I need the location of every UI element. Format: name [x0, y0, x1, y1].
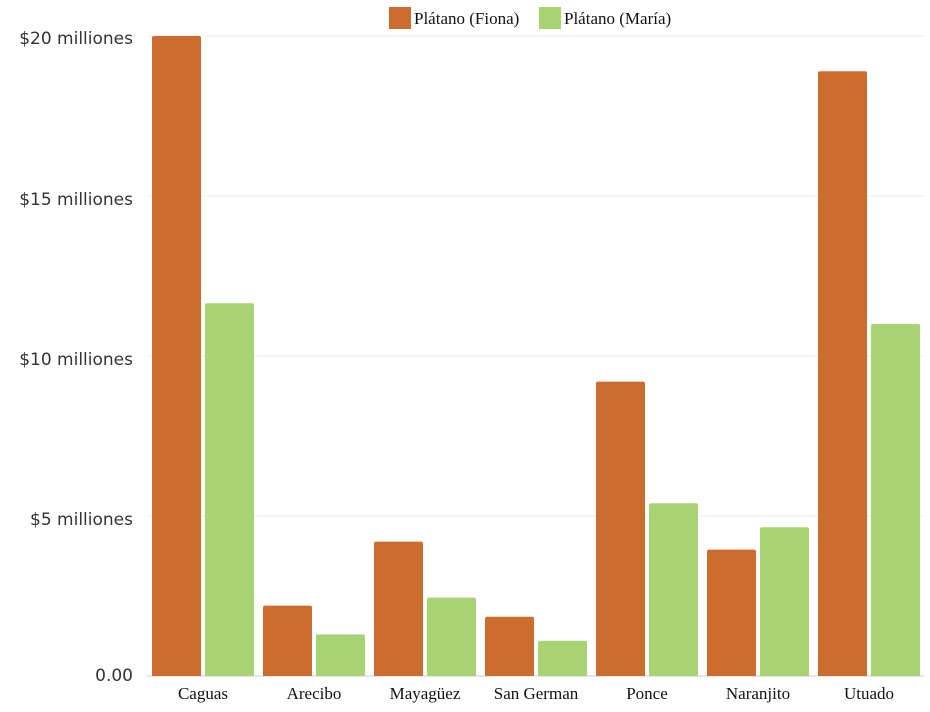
x-tick-label: Naranjito [726, 684, 790, 703]
bar-fiona [818, 71, 867, 676]
bar-fiona [152, 36, 201, 676]
bar-maria [871, 324, 920, 676]
legend-label: Plátano (María) [564, 9, 671, 28]
y-tick-label: $20 milliones [19, 29, 133, 49]
x-tick-label: Utuado [844, 684, 894, 703]
bar-maria [427, 597, 476, 676]
bar-fiona [596, 381, 645, 676]
y-tick-label: $15 milliones [19, 190, 133, 210]
legend-label: Plátano (Fiona) [414, 9, 519, 28]
bar-fiona [707, 549, 756, 676]
bar-maria [316, 634, 365, 676]
x-tick-label: Mayagüez [390, 684, 461, 703]
bar-fiona [485, 616, 534, 676]
legend-swatch [389, 7, 411, 29]
legend-swatch [539, 7, 561, 29]
x-tick-label: Caguas [178, 684, 228, 703]
bar-maria [205, 303, 254, 676]
bar-maria [649, 503, 698, 676]
bar-maria [760, 527, 809, 676]
y-tick-label: $10 milliones [19, 350, 133, 370]
y-tick-label: $5 milliones [30, 510, 133, 530]
bar-fiona [374, 541, 423, 676]
y-tick-label: 0.00 [95, 666, 133, 686]
bar-maria [538, 640, 587, 676]
bar-fiona [263, 605, 312, 676]
x-tick-label: San German [494, 684, 579, 703]
x-tick-label: Arecibo [287, 684, 342, 703]
x-tick-label: Ponce [626, 684, 668, 703]
